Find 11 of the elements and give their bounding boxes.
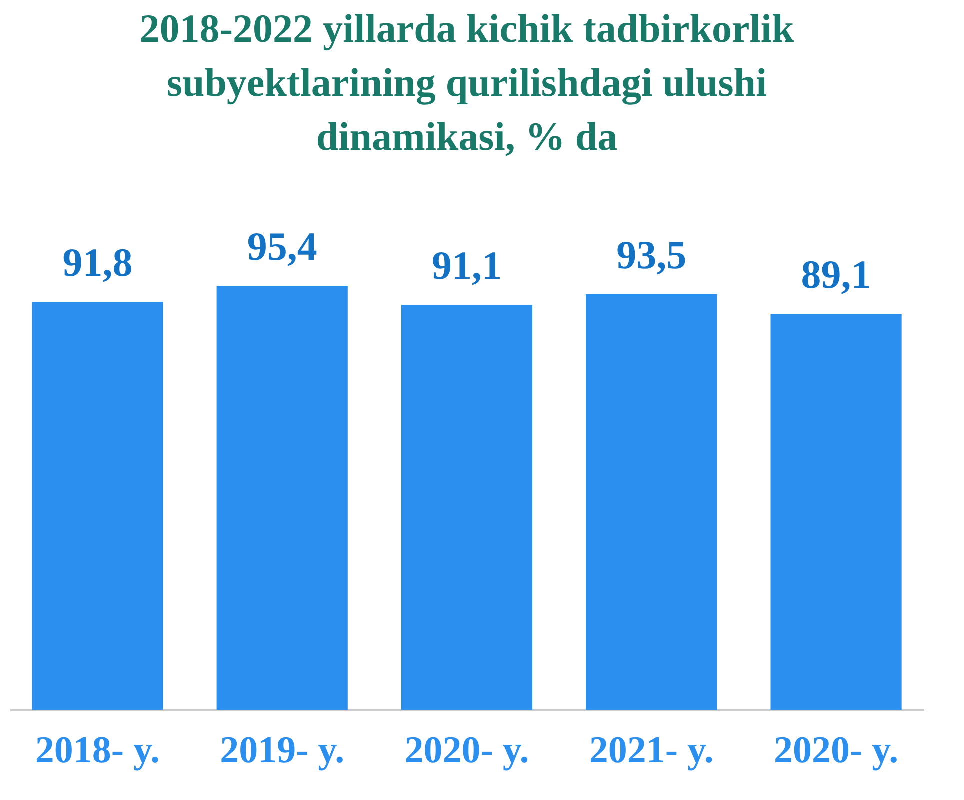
- x-tick-label: 2020- y.: [404, 730, 530, 772]
- data-label: 91,8: [62, 240, 133, 285]
- data-label: 91,1: [432, 243, 502, 288]
- x-tick-label: 2020- y.: [774, 730, 899, 772]
- x-tick-label: 2021- y.: [589, 730, 714, 772]
- data-label: 89,1: [801, 252, 872, 297]
- data-label: 95,4: [247, 224, 318, 269]
- chart-title: 2018-2022 yillarda kichik tadbirkorlik subyektlarining qurilishdagi ulushi dinamikasi, % da: [140, 6, 796, 159]
- data-label: 93,5: [616, 232, 687, 278]
- x-tick-label: 2018- y.: [35, 730, 160, 772]
- x-tick-label: 2019- y.: [220, 730, 345, 772]
